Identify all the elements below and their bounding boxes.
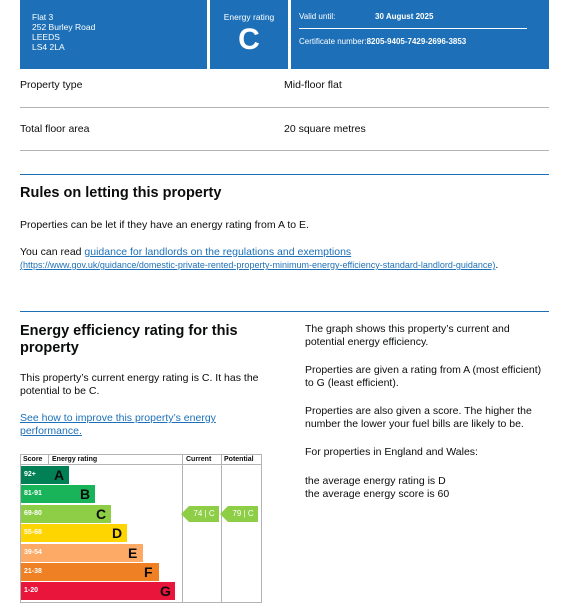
band-letter: F: [144, 564, 153, 580]
band-score-range: 21-38: [21, 563, 49, 581]
band-letter: C: [96, 505, 107, 522]
guidance-suffix: .: [495, 259, 499, 271]
chart-header: Score Energy rating Current Potential: [21, 455, 261, 465]
band-letter: A: [54, 467, 65, 483]
average-rating-text: the average energy rating is D: [305, 475, 446, 487]
certificate-info-block: Valid until: 30 August 2025 Certificate …: [291, 0, 549, 69]
arrow-label: 74 | C: [193, 508, 215, 518]
band-score-range: 69-80: [21, 504, 49, 523]
guidance-prefix: You can read: [20, 246, 85, 258]
band-bar: [49, 543, 143, 562]
property-type-label: Property type: [20, 79, 83, 91]
band-score-range: 39-54: [21, 543, 49, 562]
energy-rating-chart: Score Energy rating Current Potential 92…: [20, 454, 262, 603]
letting-heading: Rules on letting this property: [20, 185, 222, 201]
band-bar: [49, 563, 159, 581]
graph-explanation: The graph shows this property’s current …: [305, 323, 510, 348]
certificate-number-label: Certificate number:: [299, 37, 367, 46]
address-line: LS4 2LA: [32, 42, 65, 52]
address-line: 252 Burley Road: [32, 22, 96, 32]
arrow-pointer: [181, 505, 189, 522]
valid-until-label: Valid until:: [299, 12, 336, 21]
address-line: LEEDS: [32, 32, 60, 42]
band-score-range: 55-68: [21, 524, 49, 543]
improve-performance-link[interactable]: See how to improve this property’s energ…: [20, 412, 216, 437]
band-letter: G: [160, 583, 171, 600]
letting-guidance-paragraph: You can read guidance for landlords on t…: [20, 246, 540, 272]
energy-rating-block: Energy rating C: [210, 0, 288, 69]
rating-column-header: Energy rating: [52, 456, 98, 463]
guidance-url-link[interactable]: (https://www.gov.uk/guidance/domestic-pr…: [20, 260, 496, 270]
section-divider: [20, 174, 549, 175]
band-bar: [49, 524, 127, 543]
valid-until-value: 30 August 2025: [375, 12, 434, 21]
column-divider: [48, 455, 49, 465]
score-explanation: Properties are also given a score. The h…: [305, 405, 532, 430]
england-wales-text: For properties in England and Wales:: [305, 446, 478, 458]
floor-area-value: 20 square metres: [284, 123, 366, 135]
average-score-text: the average energy score is 60: [305, 488, 450, 500]
score-column-header: Score: [23, 456, 43, 463]
efficiency-paragraph: This property’s current energy rating is…: [20, 372, 259, 397]
band-score-range: 81-91: [21, 485, 49, 504]
address-block: Flat 3 252 Burley Road LEEDS LS4 2LA: [20, 0, 207, 69]
band-bar: [49, 504, 111, 523]
column-divider: [182, 455, 183, 602]
rating-explanation: Properties are given a rating from A (mo…: [305, 364, 542, 389]
guidance-link[interactable]: guidance for landlords on the regulation…: [84, 246, 352, 258]
efficiency-heading: Energy efficiency rating for this proper…: [20, 323, 238, 356]
address-line: Flat 3: [32, 12, 54, 22]
certificate-number-value: 8205-9405-7429-2696-3853: [366, 37, 467, 46]
potential-column-header: Potential: [224, 456, 254, 463]
potential-rating-arrow: 79 | C: [220, 505, 258, 522]
arrow-pointer: [220, 505, 228, 522]
band-score-range: 1-20: [21, 582, 49, 601]
letting-paragraph: Properties can be let if they have an en…: [20, 219, 309, 231]
band-score-range: 92+: [21, 466, 49, 484]
band-bar: [49, 582, 175, 601]
energy-rating-label: Energy rating: [223, 12, 275, 22]
floor-area-label: Total floor area: [20, 123, 90, 135]
divider: [299, 28, 527, 29]
band-bar: [49, 485, 95, 504]
property-type-row: Property type Mid-floor flat: [20, 69, 549, 108]
floor-area-row: Total floor area 20 square metres: [20, 108, 549, 151]
current-rating-arrow: 74 | C: [181, 505, 219, 522]
property-type-value: Mid-floor flat: [284, 79, 342, 91]
current-column-header: Current: [186, 456, 212, 463]
column-divider: [221, 455, 222, 602]
band-letter: D: [112, 525, 123, 542]
arrow-label: 79 | C: [232, 508, 254, 518]
band-bar: [49, 466, 69, 484]
band-letter: E: [128, 544, 138, 561]
band-letter: B: [80, 486, 91, 503]
certificate-header: Flat 3 252 Burley Road LEEDS LS4 2LA Ene…: [20, 0, 549, 69]
section-divider: [20, 311, 549, 312]
energy-rating-letter: C: [238, 23, 260, 56]
